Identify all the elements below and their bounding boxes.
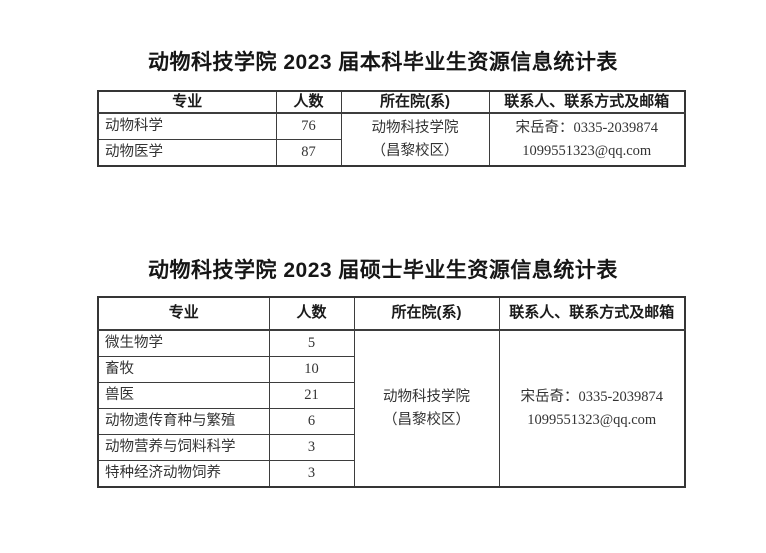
contact-cell: 宋岳奇：0335-2039874 1099551323@qq.com (488, 112, 686, 167)
major-cell: 动物遗传育种与繁殖 (97, 408, 270, 435)
table-row: 动物医学 87 (97, 139, 685, 167)
undergrad-stats-table: 专业 人数 所在院(系) 联系人、联系方式及邮箱 动物科学 76 动物科技学院 … (97, 90, 686, 168)
campus-name: （昌黎校区） (383, 411, 470, 428)
undergrad-table-title: 动物科技学院 2023 届本科毕业生资源信息统计表 (148, 51, 618, 74)
count-cell: 6 (268, 408, 355, 435)
major-cell: 动物医学 (97, 139, 277, 167)
master-stats-table: 专业 人数 所在院(系) 联系人、联系方式及邮箱 微生物学 5 动物科技学院 （… (97, 296, 686, 488)
department-cell: 动物科技学院 （昌黎校区） (353, 329, 500, 488)
header-major: 专业 (97, 296, 270, 331)
header-count: 人数 (275, 90, 342, 115)
campus-name: （昌黎校区） (371, 142, 459, 159)
major-cell: 动物科学 (97, 112, 277, 141)
count-cell: 21 (268, 382, 355, 409)
table-row: 动物营养与饲料科学 3 (97, 434, 685, 461)
count-cell: 87 (275, 139, 342, 167)
department-name: 动物科技学院 (371, 120, 459, 137)
table-row: 动物遗传育种与繁殖 6 (97, 408, 685, 435)
count-cell: 3 (268, 434, 355, 461)
contact-email: 1099551323@qq.com (522, 142, 652, 159)
major-cell: 畜牧 (97, 356, 270, 383)
contact-cell: 宋岳奇：0335-2039874 1099551323@qq.com (498, 329, 686, 488)
table-row: 特种经济动物饲养 3 (97, 460, 685, 488)
header-contact: 联系人、联系方式及邮箱 (498, 296, 686, 331)
major-cell: 特种经济动物饲养 (97, 460, 270, 488)
contact-phone: 宋岳奇：0335-2039874 (515, 120, 659, 137)
major-cell: 微生物学 (97, 329, 270, 357)
table-header-row: 专业 人数 所在院(系) 联系人、联系方式及邮箱 (97, 90, 686, 115)
count-cell: 76 (275, 112, 342, 141)
master-table-title: 动物科技学院 2023 届硕士毕业生资源信息统计表 (148, 259, 618, 282)
major-cell: 兽医 (97, 382, 270, 409)
table-row: 微生物学 5 动物科技学院 （昌黎校区） 宋岳奇：0335-2039874 10… (97, 329, 686, 488)
count-cell: 5 (268, 329, 355, 357)
contact-email: 1099551323@qq.com (527, 411, 657, 428)
table-row: 兽医 21 (97, 382, 685, 409)
count-cell: 10 (268, 356, 355, 383)
table-row: 动物科学 76 动物科技学院 （昌黎校区） 宋岳奇：0335-2039874 1… (97, 112, 686, 167)
count-cell: 3 (268, 460, 355, 488)
department-cell: 动物科技学院 （昌黎校区） (340, 112, 490, 167)
header-count: 人数 (268, 296, 355, 331)
contact-phone: 宋岳奇：0335-2039874 (520, 389, 664, 406)
major-cell: 动物营养与饲料科学 (97, 434, 270, 461)
header-major: 专业 (97, 90, 277, 115)
table-header-row: 专业 人数 所在院(系) 联系人、联系方式及邮箱 (97, 296, 686, 331)
header-contact: 联系人、联系方式及邮箱 (488, 90, 686, 115)
header-department: 所在院(系) (353, 296, 500, 331)
header-department: 所在院(系) (340, 90, 490, 115)
department-name: 动物科技学院 (383, 389, 470, 406)
